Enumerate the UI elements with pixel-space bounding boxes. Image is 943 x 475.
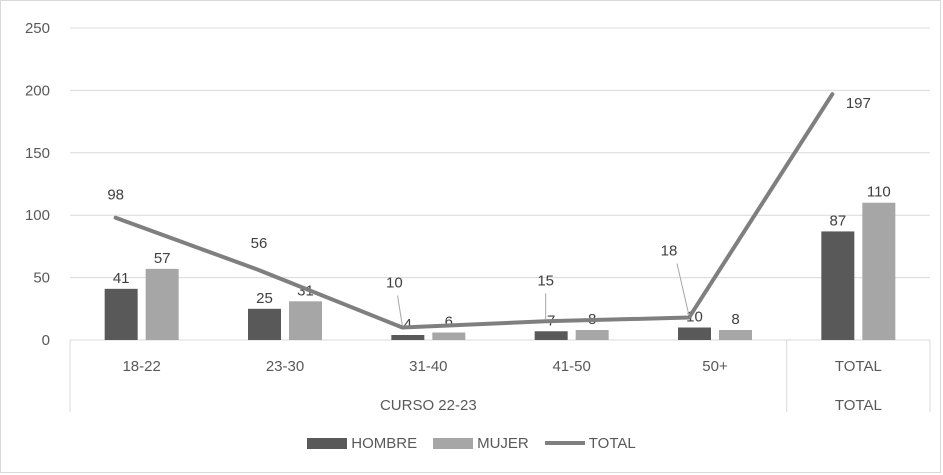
data-label-hombre: 41 bbox=[113, 270, 130, 287]
data-label-mujer: 6 bbox=[445, 314, 453, 331]
x-tick-label: 41-50 bbox=[552, 358, 590, 375]
bar-mujer bbox=[289, 301, 322, 340]
legend-item-mujer: MUJER bbox=[433, 435, 529, 452]
bar-mujer bbox=[145, 268, 179, 340]
legend-label-mujer: MUJER bbox=[477, 434, 529, 452]
data-label-hombre: 4 bbox=[404, 316, 412, 333]
bar-hombre bbox=[104, 288, 138, 340]
y-tick-label: 100 bbox=[25, 207, 50, 224]
data-label-total: 10 bbox=[386, 275, 403, 292]
legend-item-hombre: HOMBRE bbox=[307, 435, 417, 452]
y-tick-label: 50 bbox=[33, 270, 50, 287]
legend-swatch-total bbox=[544, 441, 585, 445]
data-label-hombre: 87 bbox=[829, 212, 846, 229]
bar-mujer bbox=[719, 330, 752, 340]
data-label-total: 197 bbox=[846, 95, 871, 112]
legend-label-hombre: HOMBRE bbox=[351, 434, 418, 452]
y-tick-label: 0 bbox=[42, 332, 50, 349]
data-label-mujer: 110 bbox=[867, 184, 891, 201]
data-label-hombre: 25 bbox=[256, 290, 273, 307]
legend-swatch-hombre bbox=[307, 437, 348, 449]
y-tick-label: 150 bbox=[25, 145, 50, 162]
x-tick-label: 18-22 bbox=[122, 358, 160, 375]
legend-item-total: TOTAL bbox=[544, 434, 636, 452]
bar-hombre bbox=[534, 331, 568, 340]
data-label-mujer: 8 bbox=[731, 311, 739, 328]
bar-hombre bbox=[248, 308, 281, 340]
data-label-total: 18 bbox=[661, 243, 678, 260]
x-tick-label: 31-40 bbox=[409, 358, 447, 375]
bar-mujer bbox=[575, 330, 609, 340]
data-label-leader bbox=[676, 263, 690, 316]
bar-mujer bbox=[432, 332, 466, 340]
data-label-total: 56 bbox=[251, 235, 268, 252]
line-total bbox=[113, 92, 835, 330]
chart-legend: HOMBRE MUJER TOTAL bbox=[0, 432, 943, 454]
bar-hombre bbox=[821, 231, 855, 340]
x-tick-label: TOTAL bbox=[835, 358, 882, 375]
x-group-label: CURSO 22-23 bbox=[380, 397, 477, 414]
data-label-total: 15 bbox=[537, 272, 554, 289]
data-label-leader bbox=[397, 295, 403, 326]
bar-hombre bbox=[678, 327, 711, 340]
x-tick-label: 23-30 bbox=[266, 358, 304, 375]
y-tick-label: 200 bbox=[25, 82, 50, 99]
data-label-mujer: 57 bbox=[154, 250, 171, 267]
data-label-total: 98 bbox=[107, 187, 124, 204]
x-tick-label: 50+ bbox=[702, 358, 728, 375]
bar-mujer bbox=[862, 202, 896, 340]
x-group-label: TOTAL bbox=[835, 397, 882, 414]
y-tick-label: 250 bbox=[25, 20, 50, 37]
legend-label-total: TOTAL bbox=[588, 434, 636, 452]
bar-hombre bbox=[391, 335, 425, 340]
legend-swatch-mujer bbox=[433, 437, 474, 449]
